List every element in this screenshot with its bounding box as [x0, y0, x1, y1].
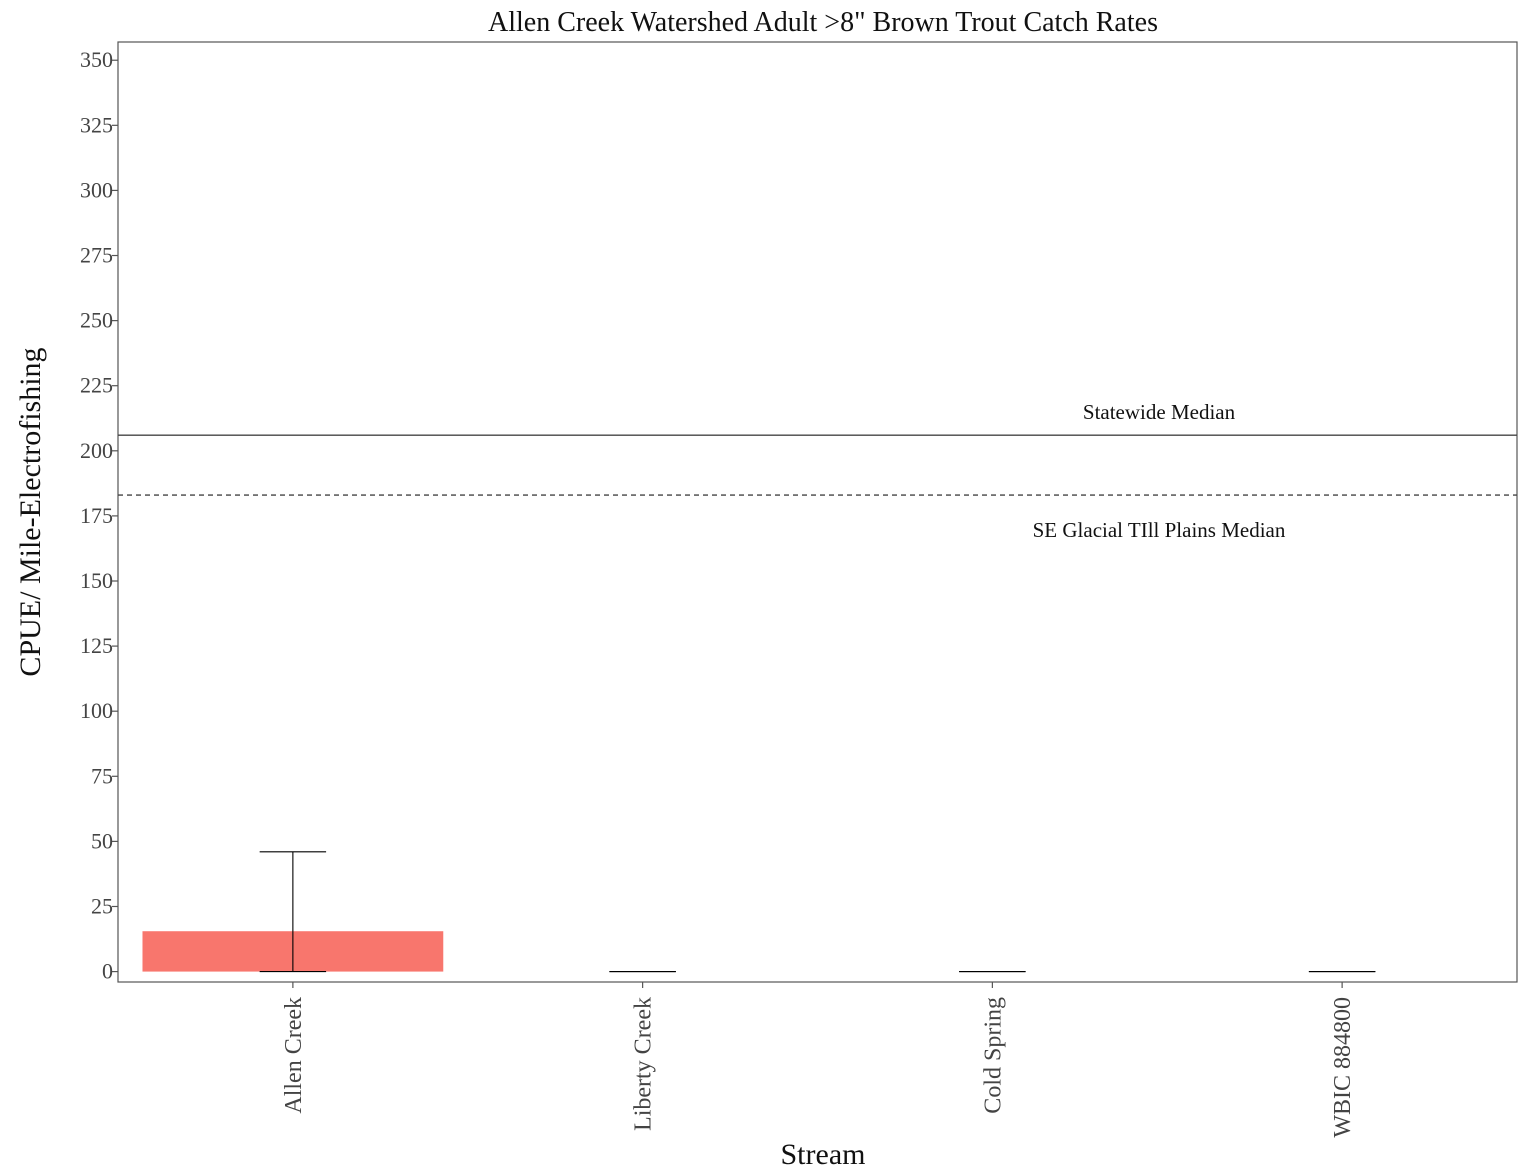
x-tick-label: Liberty Creek: [631, 997, 657, 1131]
statewide-median-label: Statewide Median: [1083, 400, 1236, 424]
regional-median-label: SE Glacial TIll Plains Median: [1033, 518, 1286, 542]
x-tick-label: Allen Creek: [281, 997, 307, 1114]
y-tick-label: 275: [80, 243, 113, 268]
y-tick-label: 225: [80, 373, 113, 398]
x-tick-label: Cold Spring: [980, 997, 1006, 1114]
y-tick-label: 0: [102, 959, 113, 984]
x-axis-title: Stream: [781, 1138, 866, 1170]
y-tick-label: 100: [80, 698, 113, 723]
y-tick-label: 125: [80, 633, 113, 658]
y-tick-label: 75: [91, 763, 113, 788]
y-axis-title: CPUE/ Mile-Electrofishing: [14, 347, 47, 676]
plot-border: [117, 41, 1518, 983]
y-tick-label: 175: [80, 503, 113, 528]
y-tick-label: 300: [80, 177, 113, 202]
y-tick-label: 50: [91, 828, 113, 853]
y-tick-label: 350: [80, 47, 113, 72]
y-tick-label: 150: [80, 568, 113, 593]
x-tick-label: WBIC 884800: [1330, 997, 1356, 1138]
plot-area: 0 25 50 75 100 125 150 175 200 225 250 275 300 325 350…: [80, 41, 1518, 1138]
y-tick-label: 200: [80, 438, 113, 463]
y-tick-label: 250: [80, 308, 113, 333]
y-tick-label: 25: [91, 893, 113, 918]
y-tick-label: 325: [80, 112, 113, 137]
chart-title: Allen Creek Watershed Adult >8" Brown Tr…: [488, 7, 1158, 38]
